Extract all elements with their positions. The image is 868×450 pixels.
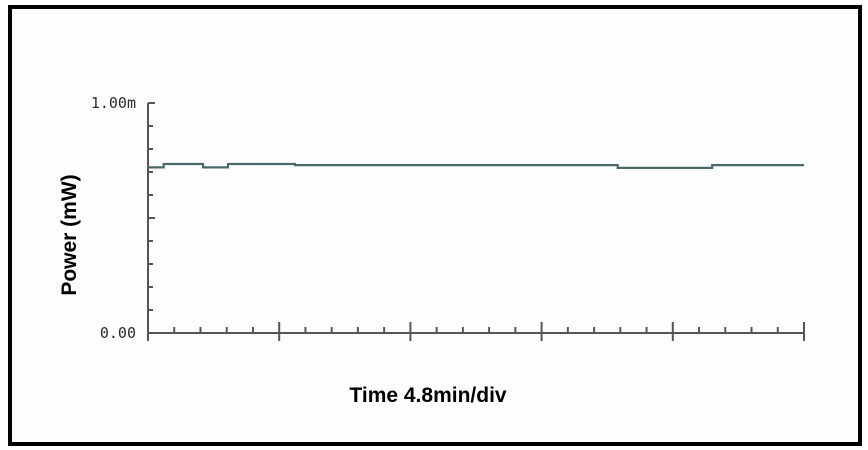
y-tick-label: 1.00m [91,94,136,112]
y-axis-title: Power (mW) [58,174,81,295]
y-tick-label: 0.00 [100,324,136,342]
power-series-line [148,162,804,169]
x-axis [147,322,805,341]
chart-frame [8,5,862,446]
y-tick-labels: 1.00m 0.00 [91,94,136,342]
x-axis-title: Time 4.8min/div [349,384,506,407]
y-axis [147,102,155,334]
